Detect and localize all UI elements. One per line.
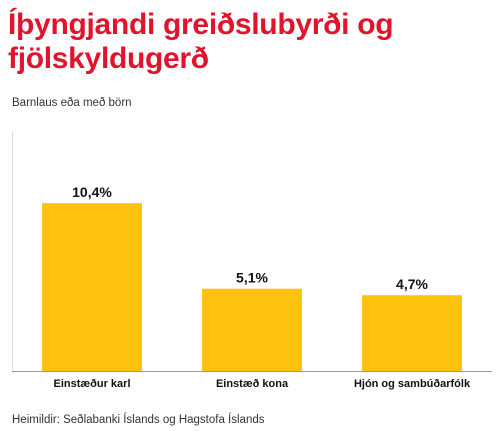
bar-2 (202, 288, 302, 371)
chart-source: Heimildir: Seðlabanki Íslands og Hagstof… (12, 414, 265, 426)
bar-3 (362, 295, 462, 371)
data-label-1: 10,4% (72, 184, 112, 200)
data-label-3: 4,7% (396, 276, 428, 292)
category-label-1: Einstæður karl (53, 378, 130, 390)
chart-title-line-2: fjölskyldugerð (8, 42, 209, 75)
chart-title: Íþyngjandi greiðslubyrði og fjölskylduger… (8, 8, 488, 76)
data-label-2: 5,1% (236, 270, 268, 286)
chart-title-line-1: Íþyngjandi greiðslubyrði og (8, 8, 394, 41)
bar-1 (42, 203, 142, 371)
chart-subtitle: Barnlaus eða með börn (12, 97, 132, 109)
category-label-3: Hjón og sambúðarfólk (354, 378, 471, 390)
category-label-2: Einstæð kona (216, 378, 289, 390)
